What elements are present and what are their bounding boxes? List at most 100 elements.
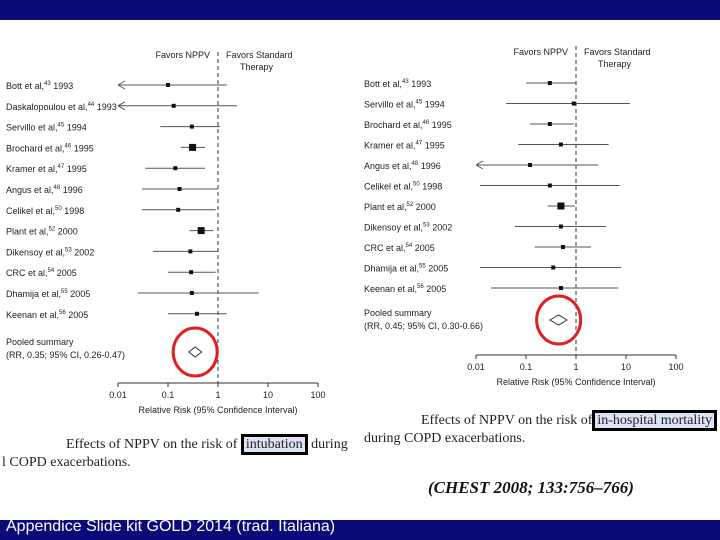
study-ref: 48 <box>54 185 61 191</box>
citation: (CHEST 2008; 133:756–766) <box>428 478 634 497</box>
study-year: 1994 <box>64 123 87 133</box>
study-ref: 43 <box>402 79 409 85</box>
x-tick-label: 0.01 <box>467 362 485 372</box>
study-name: Plant et al, <box>364 202 407 212</box>
study-year: 1995 <box>71 143 94 153</box>
point-estimate <box>557 202 565 210</box>
study-label: Dikensoy et al,53 2002 <box>364 223 452 233</box>
study-year: 2002 <box>72 247 95 257</box>
study-name: CRC et al, <box>364 243 406 253</box>
pooled-detail: (RR, 0.35; 95% CI, 0.26-0.47) <box>6 350 125 360</box>
study-name: Dhamija et al, <box>6 289 61 299</box>
study-name: Kramer et al, <box>6 164 58 174</box>
point-estimate <box>189 270 194 275</box>
study-label: Celikel et al,50 1998 <box>6 206 84 216</box>
study-name: Brochard et al, <box>6 143 65 153</box>
study-ref: 55 <box>61 289 68 295</box>
study-label: Kramer et al,47 1995 <box>6 164 87 174</box>
point-estimate <box>558 142 563 147</box>
study-name: Brochard et al, <box>364 120 423 130</box>
study-year: 1995 <box>429 120 452 130</box>
study-year: 1996 <box>60 185 83 195</box>
study-label: Servillo et al,45 1994 <box>6 123 87 133</box>
study-name: CRC et al, <box>6 268 48 278</box>
study-year: 1998 <box>62 206 85 216</box>
study-label: Kramer et al,47 1995 <box>364 141 445 151</box>
x-tick-label: 1 <box>573 362 578 372</box>
point-estimate <box>547 122 552 126</box>
study-ref: 47 <box>416 141 423 147</box>
point-estimate <box>527 163 532 167</box>
footer-text: Appendice Slide kit GOLD 2014 (trad. Ita… <box>6 518 336 535</box>
point-estimate <box>197 227 205 235</box>
point-estimate <box>177 187 182 191</box>
study-name: Celikel et al, <box>6 206 55 216</box>
x-axis-label: Relative Risk (95% Confidence Interval) <box>138 405 297 415</box>
study-ref: 53 <box>65 247 72 253</box>
study-name: Keenan et al, <box>6 310 59 320</box>
study-label: Dikensoy et al,53 2002 <box>6 247 94 257</box>
study-ref: 53 <box>423 223 430 229</box>
x-tick-label: 0.01 <box>109 390 127 400</box>
study-ref: 50 <box>413 182 420 188</box>
forest-plot-mortality: Favors NPPV Favors Standard Therapy Bott et… <box>364 46 684 387</box>
point-estimate <box>551 265 556 270</box>
study-ref: 54 <box>48 268 55 274</box>
top-banner <box>0 0 720 20</box>
study-year: 2000 <box>413 202 436 212</box>
study-name: Angus et al, <box>364 161 412 171</box>
header-favors-standard: Favors Standard <box>226 50 293 60</box>
study-name: Kramer et al, <box>364 141 416 151</box>
point-estimate <box>189 291 194 295</box>
header-favors-standard: Favors Standard <box>584 47 651 57</box>
point-estimate <box>173 166 178 171</box>
study-name: Dikensoy et al, <box>6 247 65 257</box>
study-name: Dikensoy et al, <box>364 223 423 233</box>
left-caption-highlight: intubation <box>240 434 308 455</box>
study-name: Celikel et al, <box>364 182 413 192</box>
study-ref: 45 <box>58 123 65 129</box>
study-ref: 52 <box>407 202 414 208</box>
x-tick-label: 10 <box>621 362 631 372</box>
study-year: 1998 <box>420 182 443 192</box>
point-estimate <box>189 124 194 129</box>
study-year: 2005 <box>412 243 435 253</box>
study-label: Plant et al,52 2000 <box>364 202 436 212</box>
x-tick-label: 100 <box>310 390 325 400</box>
highlight-circle <box>171 326 219 378</box>
study-label: Dhamija et al,55 2005 <box>6 289 90 299</box>
study-label: Daskalopoulou et al,44 1993 <box>6 102 117 112</box>
ci-arrow-left <box>475 160 484 170</box>
pooled-label: Pooled summary <box>364 308 432 318</box>
left-caption-prefix: Effects of NPPV on the risk of <box>66 437 238 452</box>
study-year: 1995 <box>64 164 87 174</box>
point-estimate <box>547 81 552 85</box>
highlight-circle <box>535 294 583 346</box>
study-ref: 48 <box>412 161 419 167</box>
study-year: 2002 <box>430 223 453 233</box>
left-caption-suffix: during <box>311 437 348 452</box>
study-label: Angus et al,48 1996 <box>364 161 441 171</box>
header-favors-nppv: Favors NPPV <box>513 47 568 57</box>
study-name: Bott et al, <box>364 79 402 89</box>
study-name: Plant et al, <box>6 227 49 237</box>
point-estimate <box>189 143 197 151</box>
left-caption-line2: l COPD exacerbations. <box>2 455 131 470</box>
header-therapy: Therapy <box>598 59 632 69</box>
pooled-detail: (RR, 0.45; 95% CI, 0.30-0.66) <box>364 321 483 331</box>
point-estimate <box>171 103 176 108</box>
pooled-diamond <box>548 314 568 326</box>
point-estimate <box>166 83 170 87</box>
point-estimate <box>571 101 576 106</box>
right-caption: Effects of NPPV on the risk of in-hospita… <box>421 410 718 431</box>
study-year: 1993 <box>94 102 117 112</box>
ci-arrow-left <box>117 80 126 90</box>
study-ref: 52 <box>49 227 56 233</box>
study-name: Angus et al, <box>6 185 54 195</box>
header-therapy: Therapy <box>240 62 274 72</box>
right-caption-highlight: in-hospital mortality <box>592 410 718 431</box>
study-ref: 56 <box>59 310 66 316</box>
study-name: Servillo et al, <box>6 123 58 133</box>
study-label: Keenan et al,56 2005 <box>364 284 446 294</box>
study-label: Bott et al,43 1993 <box>364 79 431 89</box>
